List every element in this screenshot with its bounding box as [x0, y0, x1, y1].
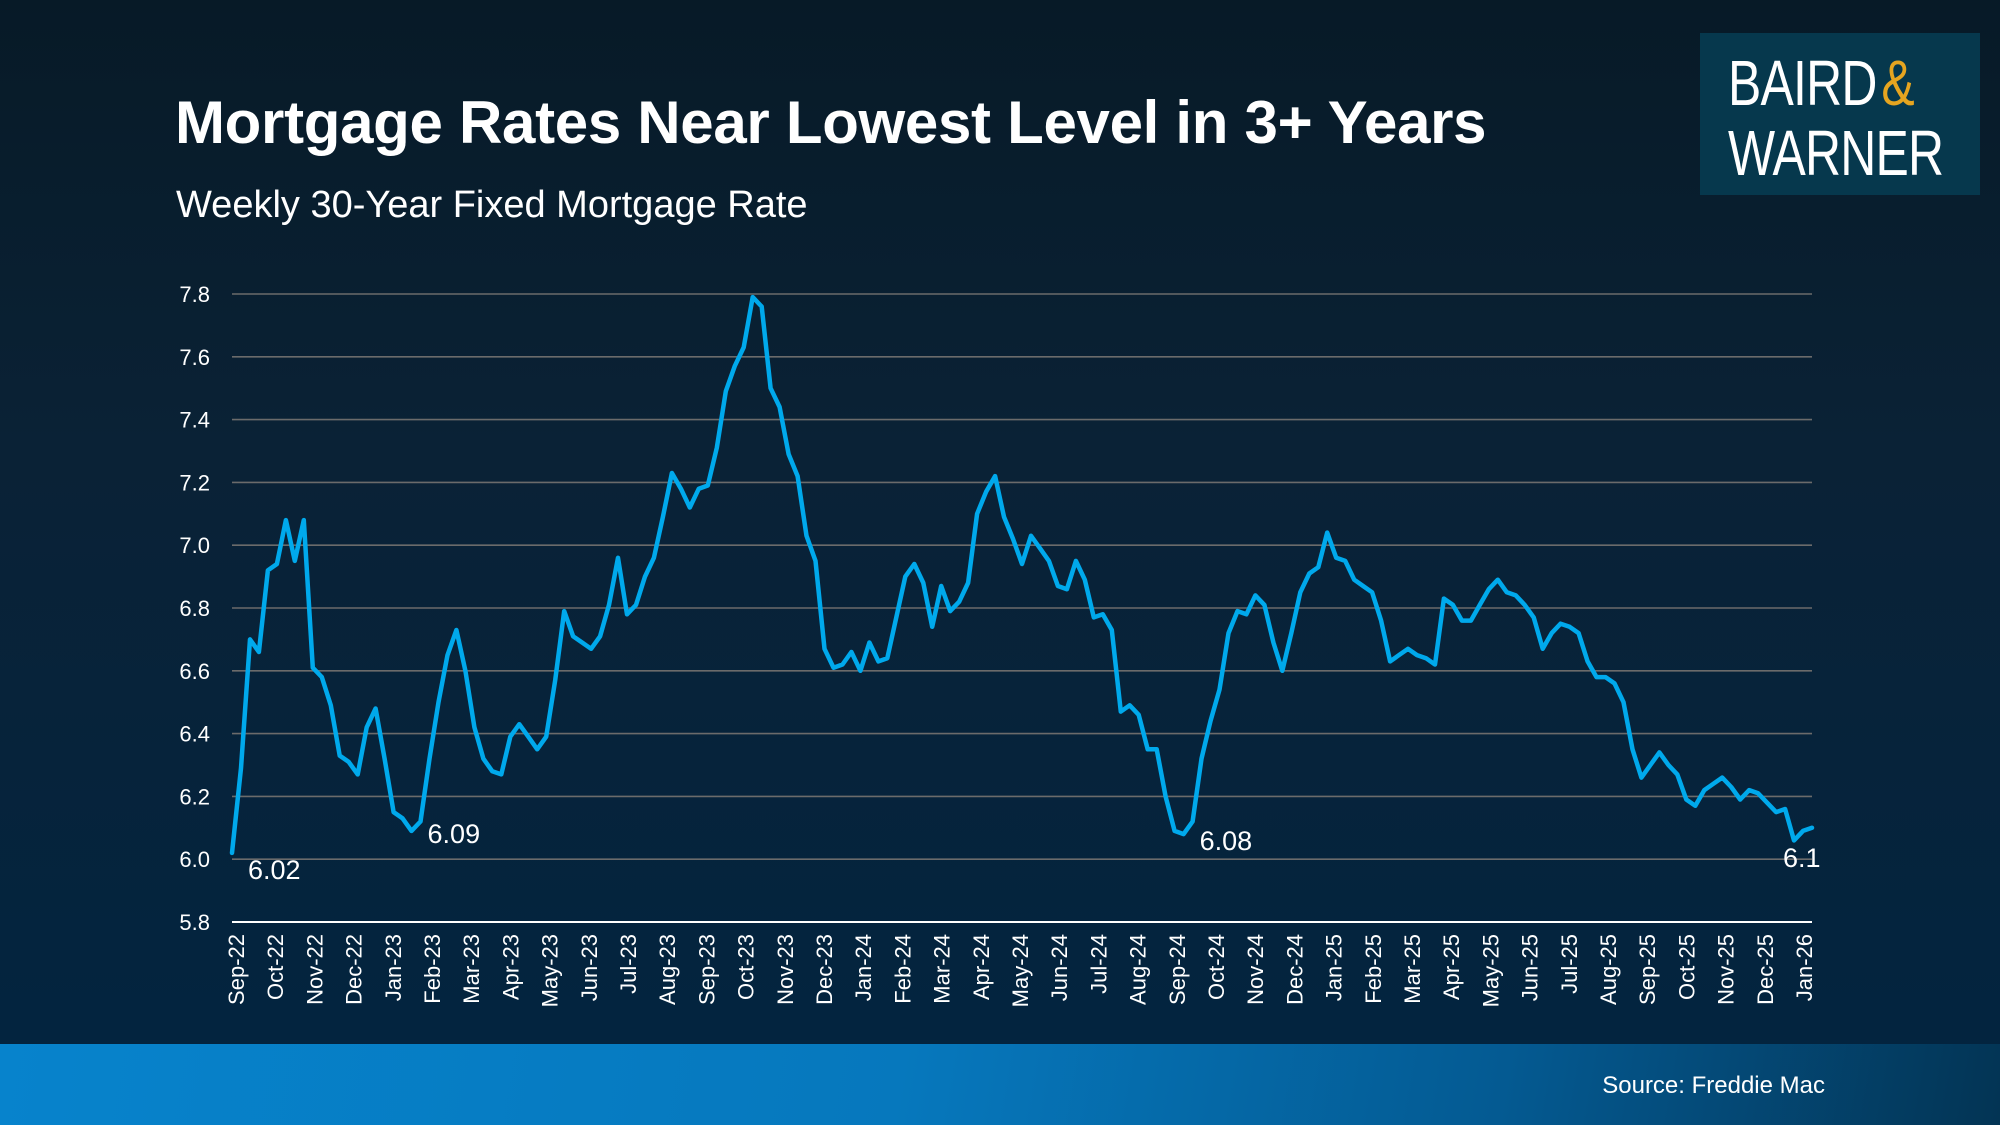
x-tick-label: Oct-22 [263, 934, 288, 1000]
x-tick-label: Oct-23 [734, 934, 759, 1000]
x-tick-label: Aug-23 [655, 934, 680, 1005]
x-tick-label: Jan-23 [381, 934, 406, 1001]
x-tick-label: Oct-24 [1204, 934, 1229, 1000]
x-tick-label: Jan-25 [1322, 934, 1347, 1001]
data-label: 6.02 [248, 855, 301, 885]
chart-subtitle: Weekly 30-Year Fixed Mortgage Rate [176, 184, 808, 226]
x-tick-label: Dec-25 [1753, 934, 1778, 1005]
x-tick-label: Sep-23 [694, 934, 719, 1005]
x-tick-label: Feb-25 [1361, 934, 1386, 1004]
y-tick-label: 6.2 [179, 784, 210, 809]
data-label: 6.1 [1783, 843, 1821, 873]
x-tick-label: Jul-23 [616, 934, 641, 994]
x-tick-label: Aug-24 [1126, 934, 1151, 1005]
x-tick-label: Aug-25 [1596, 934, 1621, 1005]
rate-series-line [229, 294, 1815, 856]
x-tick-label: Jun-25 [1518, 934, 1543, 1001]
y-tick-label: 7.6 [179, 345, 210, 370]
y-tick-label: 6.4 [179, 722, 210, 747]
y-tick-label: 6.6 [179, 659, 210, 684]
x-tick-label: Dec-22 [342, 934, 367, 1005]
gridlines [232, 293, 1812, 923]
x-tick-label: May-24 [1008, 934, 1033, 1007]
x-tick-label: Jun-23 [577, 934, 602, 1001]
x-tick-label: May-25 [1478, 934, 1503, 1007]
data-annotations: 6.02 6.09 6.08 6.1 [248, 819, 1821, 885]
x-tick-label: Oct-25 [1674, 934, 1699, 1000]
y-tick-label: 7.2 [179, 470, 210, 495]
x-tick-label: Mar-23 [459, 934, 484, 1004]
baird-warner-logo: BAIRD& WARNER [1700, 33, 1980, 195]
x-tick-label: Mar-24 [930, 934, 955, 1004]
x-tick-label: Sep-24 [1165, 934, 1190, 1005]
y-axis-tick-labels: 5.8 6.0 6.2 6.4 6.6 6.8 7.0 7.2 7.4 7.6 7.8 [179, 282, 210, 935]
x-tick-label: Jan-24 [851, 934, 876, 1001]
x-tick-label: Nov-23 [773, 934, 798, 1005]
y-tick-label: 7.8 [179, 282, 210, 307]
x-tick-label: Jun-24 [1047, 934, 1072, 1001]
x-tick-label: Jul-24 [1086, 934, 1111, 994]
data-label: 6.09 [428, 819, 481, 849]
y-tick-label: 6.8 [179, 596, 210, 621]
x-axis-tick-labels: Sep-22 Oct-22 Nov-22 Dec-22 Jan-23 Feb-23 Mar-… [224, 934, 1817, 1007]
mortgage-rate-line-chart: 5.8 6.0 6.2 6.4 6.6 6.8 7.0 7.2 7.4 7.6 7.8 Sep-22… [179, 282, 1821, 1007]
x-tick-label: Nov-24 [1243, 934, 1268, 1005]
source-note: Source: Freddie Mac [1602, 1072, 1825, 1099]
chart-title: Mortgage Rates Near Lowest Level in 3+ Y… [175, 89, 1487, 156]
footer-bar: Source: Freddie Mac [0, 1044, 2000, 1125]
logo-ampersand: & [1881, 47, 1914, 119]
x-tick-label: Jan-26 [1792, 934, 1817, 1001]
x-tick-label: Nov-25 [1714, 934, 1739, 1005]
x-tick-label: Nov-22 [302, 934, 327, 1005]
x-tick-label: Apr-24 [969, 934, 994, 1000]
x-tick-label: Jul-25 [1557, 934, 1582, 994]
x-tick-label: Dec-24 [1282, 934, 1307, 1005]
logo-word-baird: BAIRD [1728, 47, 1877, 119]
x-tick-label: Feb-24 [890, 934, 915, 1004]
x-tick-label: Apr-25 [1439, 934, 1464, 1000]
y-tick-label: 7.4 [179, 408, 210, 433]
logo-line-1: BAIRD& [1728, 51, 1915, 115]
logo-word-warner: WARNER [1728, 117, 1944, 189]
x-tick-label: Mar-25 [1400, 934, 1425, 1004]
x-tick-label: Dec-23 [812, 934, 837, 1005]
series-layer [229, 294, 1815, 856]
y-tick-label: 6.0 [179, 847, 210, 872]
x-tick-label: Apr-23 [498, 934, 523, 1000]
x-tick-label: Sep-22 [224, 934, 249, 1005]
x-tick-label: Feb-23 [420, 934, 445, 1004]
y-tick-label: 5.8 [179, 910, 210, 935]
y-tick-label: 7.0 [179, 533, 210, 558]
x-tick-label: May-23 [538, 934, 563, 1007]
x-tick-label: Sep-25 [1635, 934, 1660, 1005]
data-label: 6.08 [1200, 826, 1253, 856]
